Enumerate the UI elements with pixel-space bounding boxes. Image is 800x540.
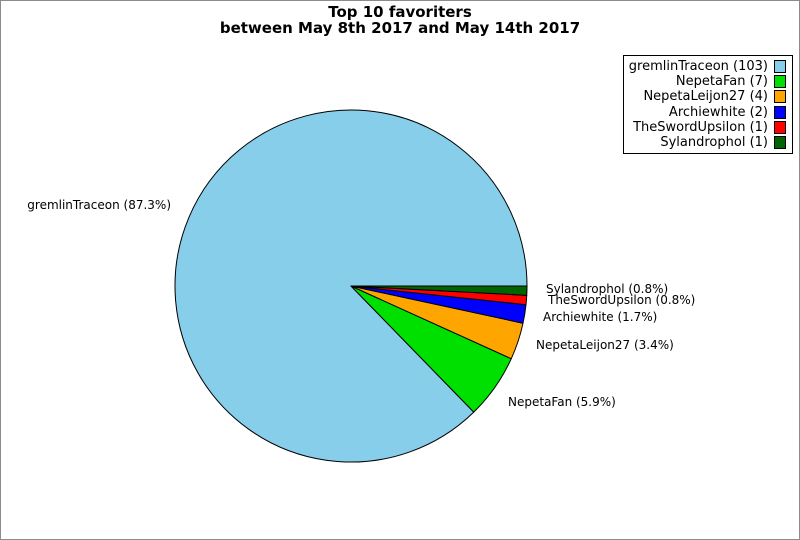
pie-label-NepetaLeijon27: NepetaLeijon27 (3.4%): [536, 338, 674, 352]
legend-label: gremlinTraceon (103): [628, 59, 768, 74]
legend-label: Archiewhite (2): [668, 104, 768, 120]
legend-label: NepetaLeijon27 (4): [643, 89, 768, 105]
chart-title: Top 10 favoriters between May 8th 2017 a…: [1, 4, 799, 36]
pie-label-Archiewhite: Archiewhite (1.7%): [543, 310, 657, 324]
chart-title-line2: between May 8th 2017 and May 14th 2017: [219, 19, 581, 37]
legend-label: NepetaFan (7): [675, 74, 768, 90]
pie-label-TheSwordUpsilon: TheSwordUpsilon (0.8%): [547, 293, 695, 307]
legend-label: Sylandrophol (1): [660, 134, 768, 150]
pie-label-NepetaFan: NepetaFan (5.9%): [508, 395, 616, 409]
legend-swatch: [774, 105, 786, 119]
pie-slice-Sylandrophol: [350, 285, 528, 296]
legend-entry-NepetaLeijon27: NepetaLeijon27 (4): [628, 89, 786, 104]
legend-swatch: [774, 135, 786, 149]
legend-swatch: [774, 60, 786, 73]
pie-label-gremlinTraceon: gremlinTraceon (87.3%): [27, 198, 171, 212]
pie-label-Sylandrophol: Sylandrophol (0.8%): [546, 282, 668, 296]
legend-entry-TheSwordUpsilon: TheSwordUpsilon (1): [628, 120, 786, 135]
legend-entry-gremlinTraceon: gremlinTraceon (103): [628, 59, 786, 74]
legend-swatch: [774, 120, 786, 134]
legend-entry-Archiewhite: Archiewhite (2): [628, 105, 786, 120]
legend-label: TheSwordUpsilon (1): [633, 119, 768, 135]
legend-entry-Sylandrophol: Sylandrophol (1): [628, 135, 786, 150]
chart-title-line1: Top 10 favoriters: [328, 3, 472, 21]
legend: gremlinTraceon (103) NepetaFan (7) NepetaL…: [623, 55, 793, 154]
legend-swatch: [774, 75, 786, 89]
legend-entry-NepetaFan: NepetaFan (7): [628, 74, 786, 89]
legend-swatch: [774, 90, 786, 104]
